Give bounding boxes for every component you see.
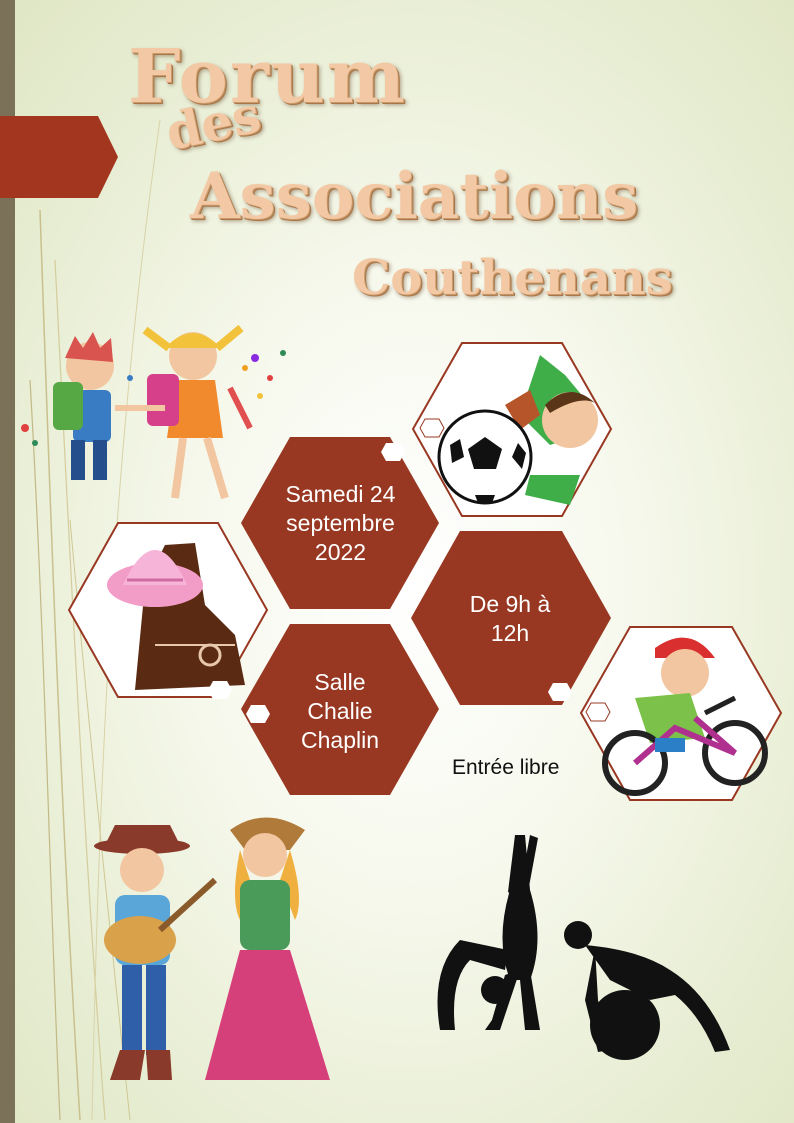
small-hex-accent	[246, 705, 270, 723]
left-sidebar-bar	[0, 0, 15, 1123]
small-hex-accent	[419, 418, 445, 438]
small-hex-accent	[548, 683, 572, 701]
small-hex-accent	[585, 702, 611, 722]
red-arrow-banner	[0, 116, 118, 198]
cyclist-boy-icon	[602, 637, 768, 796]
gymnast-silhouette-icon	[437, 835, 730, 1060]
hex-date	[241, 437, 439, 609]
event-venue-text: Salle Chalie Chaplin	[301, 669, 379, 753]
hex-venue	[241, 624, 439, 795]
title-couthenans: Couthenans	[352, 250, 673, 306]
cowboy-hat-boot-icon	[107, 543, 245, 690]
soccer-boy-icon	[437, 355, 598, 505]
small-hex-accent	[208, 681, 232, 699]
entry-free-text: Entrée libre	[452, 756, 560, 779]
event-date-text: Samedi 24 septembre 2022	[285, 481, 396, 565]
country-couple-icon	[94, 817, 330, 1080]
title-associations: Associations	[190, 159, 639, 234]
event-time-text: De 9h à 12h	[469, 591, 551, 646]
title-forum: Forum	[128, 34, 407, 120]
hex-time	[411, 531, 611, 705]
kids-backpack-icon	[21, 324, 286, 500]
small-hex-accent	[381, 443, 405, 461]
